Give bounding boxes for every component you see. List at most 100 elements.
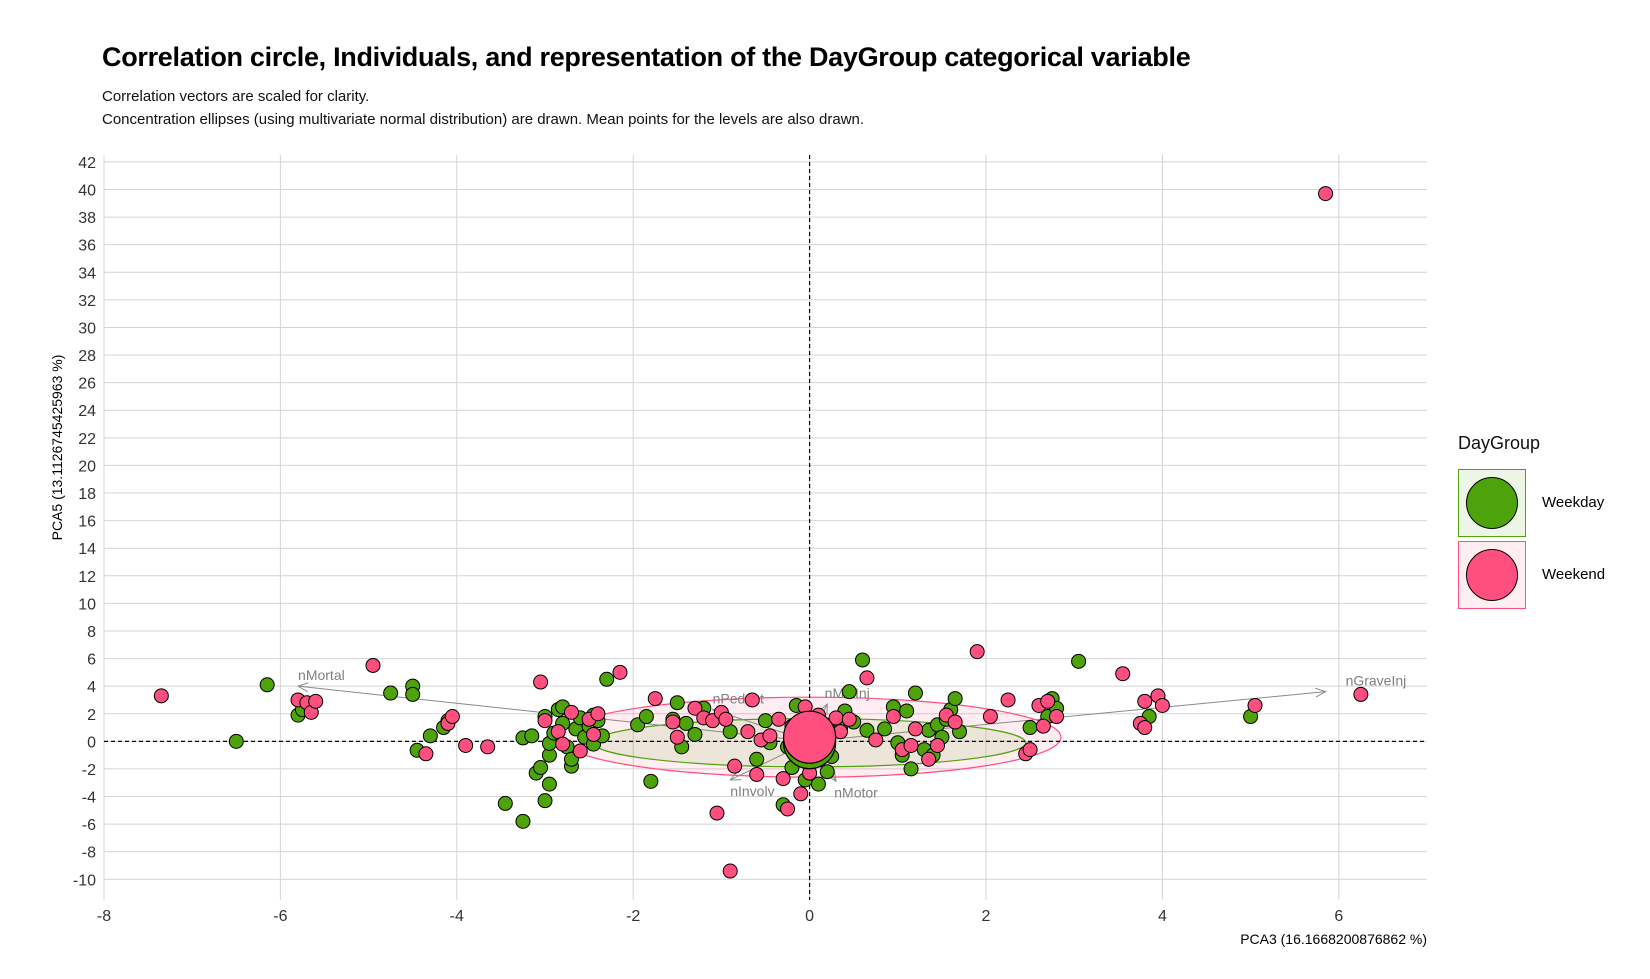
y-tick-label: 16 (78, 514, 96, 531)
vector-label-nmotor: nMotor (834, 784, 878, 800)
point-weekend (1115, 666, 1131, 682)
point-weekend (1318, 186, 1334, 202)
point-weekend (771, 711, 787, 727)
point-weekday (422, 728, 438, 744)
point-weekend (665, 714, 681, 730)
vector-label-ninvolv: nInvolv (730, 783, 774, 799)
point-weekday (1022, 720, 1038, 736)
point-weekday (1071, 653, 1087, 669)
x-tick-label: -4 (450, 908, 464, 925)
point-weekday (903, 761, 919, 777)
x-tick-label: -8 (97, 908, 111, 925)
point-weekday (907, 685, 923, 701)
vector-arrowhead-ngraveinj (1314, 687, 1327, 698)
point-weekend (586, 726, 602, 742)
y-tick-label: -6 (82, 817, 96, 834)
legend-key-weekend (1458, 541, 1526, 609)
point-weekend (1022, 742, 1038, 758)
legend-swatch-weekend (1466, 549, 1518, 601)
point-weekend (153, 688, 169, 704)
y-tick-label: 34 (78, 265, 96, 282)
y-tick-label: 38 (78, 210, 96, 227)
point-weekend (458, 737, 474, 753)
point-weekend (793, 786, 809, 802)
y-tick-label: 10 (78, 596, 96, 613)
y-tick-label: 12 (78, 569, 96, 586)
x-tick-label: 4 (1158, 908, 1167, 925)
vector-label-ngraveinj: nGraveInj (1346, 673, 1407, 689)
y-tick-label: 20 (78, 458, 96, 475)
point-weekend (1035, 718, 1051, 734)
point-weekend (1137, 693, 1153, 709)
point-weekend (687, 700, 703, 716)
point-weekend (744, 692, 760, 708)
y-tick-label: -8 (82, 845, 96, 862)
x-tick-label: -2 (626, 908, 640, 925)
point-weekend (775, 771, 791, 787)
y-tick-label: 18 (78, 486, 96, 503)
x-tick-label: 0 (805, 908, 814, 925)
y-tick-label: 24 (78, 403, 96, 420)
point-weekend (841, 711, 857, 727)
point-weekday (855, 652, 871, 668)
point-weekend (749, 766, 765, 782)
point-weekend (947, 714, 963, 730)
point-weekend (550, 724, 566, 740)
y-tick-label: -4 (82, 790, 96, 807)
point-weekend (929, 737, 945, 753)
x-axis-label: PCA3 (16.1668200876862 %) (1240, 931, 1427, 947)
point-weekend (563, 704, 579, 720)
point-weekend (859, 670, 875, 686)
point-weekday (758, 713, 773, 729)
x-tick-label: 2 (982, 908, 991, 925)
point-weekend (555, 736, 571, 752)
point-weekend (868, 732, 884, 748)
point-weekend (921, 751, 937, 767)
vector-label-nmortal: nMortal (298, 667, 345, 683)
point-weekday (228, 733, 244, 749)
point-weekday (669, 695, 685, 711)
y-tick-label: 36 (78, 238, 96, 255)
point-weekend (722, 863, 738, 879)
point-weekend (444, 709, 460, 725)
point-weekday (405, 686, 421, 702)
point-weekday (599, 671, 615, 687)
point-weekday (877, 721, 893, 737)
point-weekend (612, 664, 628, 680)
point-weekend (969, 644, 985, 660)
y-tick-label: -10 (73, 872, 96, 889)
y-tick-label: 8 (87, 624, 96, 641)
y-tick-label: 22 (78, 431, 96, 448)
point-weekend (1247, 697, 1263, 713)
legend-label-weekday: Weekday (1542, 494, 1605, 511)
y-tick-label: -2 (82, 762, 96, 779)
point-weekend (590, 706, 606, 722)
point-weekend (1137, 720, 1153, 736)
legend: DayGroup Weekday Weekend (1458, 433, 1605, 609)
point-weekend (669, 729, 685, 745)
point-weekend (1000, 692, 1016, 708)
point-weekend (709, 805, 725, 821)
point-weekend (780, 801, 796, 817)
point-weekend (718, 711, 734, 727)
y-tick-label: 14 (78, 541, 96, 558)
data-points (153, 186, 1369, 879)
chart-subtitle-line-1: Correlation vectors are scaled for clari… (102, 88, 370, 105)
point-weekend (1154, 697, 1170, 713)
point-weekday (524, 728, 540, 744)
chart-subtitle-line-2: Concentration ellipses (using multivaria… (102, 111, 865, 128)
point-weekend (885, 709, 901, 725)
point-weekend (1049, 709, 1065, 725)
y-tick-label: 28 (78, 348, 96, 365)
x-tick-label: 6 (1334, 908, 1343, 925)
legend-label-weekend: Weekend (1542, 566, 1606, 583)
point-weekend (480, 739, 496, 755)
point-weekend (572, 743, 588, 759)
vector-ngraveinj (809, 691, 1326, 742)
legend-swatch-weekday (1466, 477, 1518, 529)
y-tick-label: 42 (78, 155, 96, 172)
y-tick-label: 2 (87, 707, 96, 724)
legend-key-weekday (1458, 469, 1526, 537)
y-tick-label: 30 (78, 320, 96, 337)
